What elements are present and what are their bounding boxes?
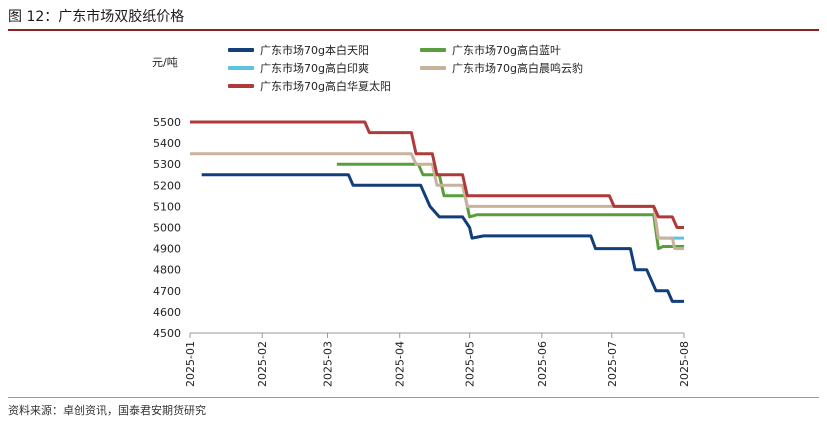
- y-axis-unit-label: 元/吨: [152, 56, 178, 69]
- legend-swatch: [420, 66, 446, 70]
- series-line-1: [201, 173, 684, 303]
- x-tick-label: 2025-02: [256, 341, 269, 387]
- y-tick-label: 5100: [153, 200, 181, 213]
- y-tick-label: 5000: [153, 222, 181, 235]
- series-line-4: [190, 152, 684, 251]
- legend-swatch: [228, 66, 254, 70]
- legend-label: 广东市场70g高白蓝叶: [452, 44, 561, 57]
- legend-label: 广东市场70g本白天阳: [260, 44, 369, 57]
- y-tick-label: 5500: [153, 116, 181, 129]
- x-tick-label: 2025-03: [321, 341, 334, 387]
- y-tick-label: 4900: [153, 243, 181, 256]
- y-tick-label: 5200: [153, 179, 181, 192]
- title-rule: [8, 29, 819, 31]
- legend-swatch: [228, 84, 254, 88]
- legend-label: 广东市场70g高白晨鸣云豹: [452, 62, 583, 75]
- legend-item-5: 广东市场70g高白华夏太阳: [228, 78, 391, 94]
- y-tick-label: 4800: [153, 264, 181, 277]
- chart-series-layer: [190, 120, 684, 303]
- legend-item-3: 广东市场70g高白印爽: [228, 60, 369, 76]
- legend-swatch: [420, 48, 446, 52]
- x-tick-label: 2025-05: [464, 341, 477, 387]
- x-tick-label: 2025-06: [536, 341, 549, 387]
- legend-label: 广东市场70g高白印爽: [260, 62, 369, 75]
- x-tick-label: 2025-07: [606, 341, 619, 387]
- y-tick-label: 5300: [153, 158, 181, 171]
- legend-item-4: 广东市场70g高白晨鸣云豹: [420, 60, 583, 76]
- series-line-5: [190, 120, 684, 229]
- x-tick-label: 2025-01: [184, 341, 197, 387]
- legend-swatch: [228, 48, 254, 52]
- source-note: 资料来源：卓创资讯，国泰君安期货研究: [8, 404, 206, 417]
- legend-label: 广东市场70g高白华夏太阳: [260, 80, 391, 93]
- x-tick-label: 2025-04: [394, 341, 407, 387]
- legend-item-1: 广东市场70g本白天阳: [228, 42, 369, 58]
- y-tick-label: 4600: [153, 306, 181, 319]
- chart-legend: 广东市场70g本白天阳 广东市场70g高白蓝叶 广东市场70g高白印爽 广东市场70g…: [228, 42, 728, 118]
- figure-title: 图 12：广东市场双胶纸价格: [8, 9, 185, 25]
- chart-canvas: 元/吨 4500 4600 4700 4800 4900 5000 5100 5200 5300 5…: [152, 56, 691, 387]
- chart-axes: 元/吨 4500 4600 4700 4800 4900 5000 5100 5200 5300 5…: [152, 56, 691, 387]
- y-tick-label: 4700: [153, 285, 181, 298]
- source-rule: [8, 397, 819, 398]
- y-tick-label: 4500: [153, 327, 181, 340]
- legend-item-2: 广东市场70g高白蓝叶: [420, 42, 561, 58]
- x-tick-label: 2025-08: [678, 341, 691, 387]
- y-tick-label: 5400: [153, 137, 181, 150]
